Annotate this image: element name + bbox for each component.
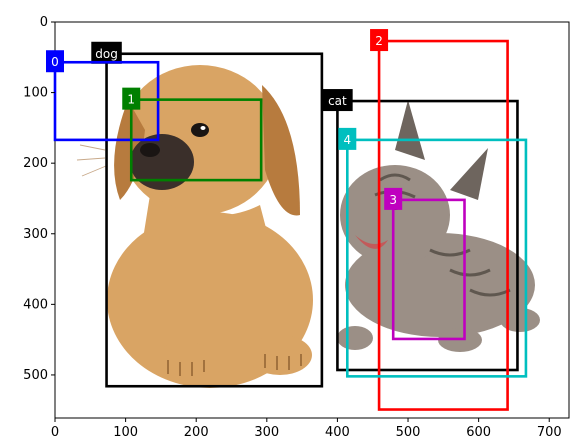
y-tick-label: 500 — [23, 368, 48, 383]
y-axis: 0 100 200 300 400 500 — [23, 15, 55, 383]
bbox-rect — [391, 198, 466, 341]
bbox-label: 0 — [51, 55, 59, 69]
bbox-dog: dog — [91, 41, 324, 388]
bounding-boxes: dog cat 0 1 2 3 4 — [46, 29, 528, 411]
x-tick-label: 400 — [325, 425, 350, 440]
x-tick-label: 700 — [537, 425, 562, 440]
x-tick-label: 500 — [396, 425, 421, 440]
y-tick-label: 400 — [23, 297, 48, 312]
bbox-rect — [346, 138, 528, 378]
y-tick-label: 300 — [23, 227, 48, 242]
bbox-1: 1 — [122, 87, 263, 182]
bbox-cat: cat — [322, 89, 519, 372]
bbox-label: 4 — [343, 133, 351, 147]
bbox-2: 2 — [370, 29, 509, 411]
bbox-label-bg — [46, 50, 64, 73]
dog-illustration — [76, 65, 313, 388]
bbox-label: 1 — [127, 93, 135, 107]
bbox-rect — [53, 60, 160, 142]
bbox-0: 0 — [46, 50, 160, 142]
bbox-label: 2 — [375, 34, 383, 48]
bbox-rect — [105, 52, 324, 388]
x-tick-label: 100 — [113, 425, 138, 440]
bbox-label-bg — [122, 87, 141, 110]
bbox-rect — [129, 98, 263, 182]
photo-dog-and-cat — [55, 22, 569, 418]
y-tick-label: 100 — [23, 86, 48, 101]
bbox-label-bg — [91, 41, 122, 64]
x-tick-label: 300 — [254, 425, 279, 440]
x-tick-label: 600 — [466, 425, 491, 440]
bbox-label: cat — [328, 94, 347, 108]
bbox-4: 4 — [338, 127, 528, 378]
x-tick-label: 0 — [51, 425, 59, 440]
bbox-label: 3 — [389, 193, 397, 207]
bbox-label-bg — [370, 29, 389, 52]
bbox-label-bg — [338, 127, 357, 150]
bbox-label-bg — [384, 187, 403, 210]
axes-frame — [54, 21, 570, 419]
bbox-label: dog — [95, 47, 118, 61]
bbox-rect — [377, 39, 509, 411]
y-tick-label: 200 — [23, 156, 48, 171]
bbox-rect — [336, 99, 519, 372]
bbox-3: 3 — [384, 187, 466, 341]
bbox-label-bg — [322, 89, 353, 112]
x-tick-label: 200 — [184, 425, 209, 440]
x-axis: 0 100 200 300 400 500 600 700 — [51, 418, 562, 440]
y-tick-label: 0 — [40, 15, 48, 30]
